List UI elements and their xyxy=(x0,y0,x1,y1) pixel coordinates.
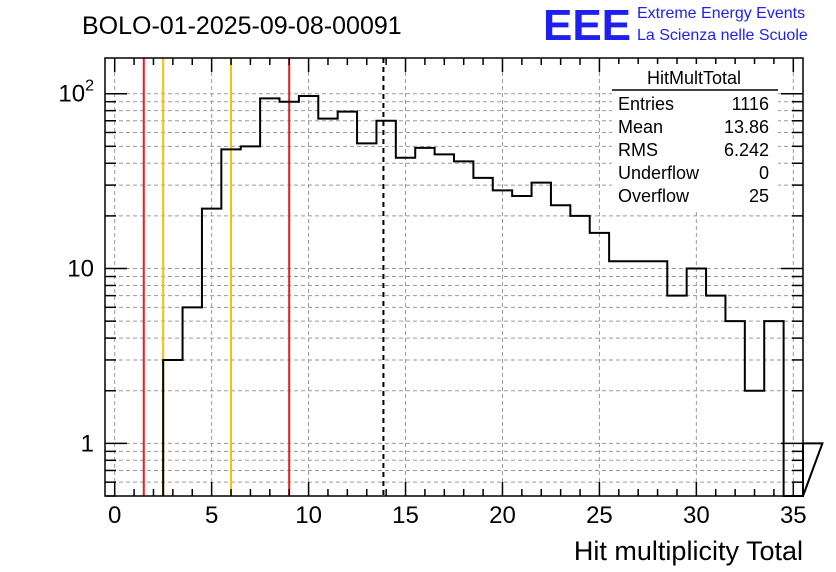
x-tick-label: 30 xyxy=(683,502,710,529)
stats-row-value: 25 xyxy=(749,186,769,206)
stats-row-label: Overflow xyxy=(618,186,690,206)
x-tick-label: 15 xyxy=(392,502,419,529)
x-axis-label: Hit multiplicity Total xyxy=(574,536,803,566)
stats-row-value: 13.86 xyxy=(724,117,769,137)
x-tick-label: 0 xyxy=(108,502,121,529)
marker-lines xyxy=(142,58,385,496)
histogram-series xyxy=(162,95,824,497)
stats-row-value: 1116 xyxy=(732,94,769,114)
x-tick-label: 10 xyxy=(295,502,322,529)
stats-row-value: 6.242 xyxy=(724,140,769,160)
y-tick-label: 10 xyxy=(67,256,94,283)
stats-row-label: RMS xyxy=(618,140,658,160)
stats-row-value: 0 xyxy=(759,163,769,183)
y-tick-label: 102 xyxy=(58,78,94,108)
logo-line2: La Scienza nelle Scuole xyxy=(637,27,808,44)
x-tick-label: 20 xyxy=(489,502,516,529)
run-title: BOLO-01-2025-09-08-00091 xyxy=(82,12,402,40)
stats-box-bg xyxy=(612,64,778,212)
logo-mark: EEE xyxy=(543,1,631,50)
stats-box: HitMultTotal Entries 1116 Mean 13.86 RMS 6.24… xyxy=(612,64,778,212)
y-tick-label: 1 xyxy=(81,430,94,457)
stats-row-label: Underflow xyxy=(618,163,700,183)
axis-ticks: 0 5 10 15 20 25 30 35 1 10 102 xyxy=(58,58,807,529)
x-tick-label: 35 xyxy=(780,502,807,529)
stats-row-label: Entries xyxy=(618,94,674,114)
eee-logo: EEE Extreme Energy Events La Scienza nel… xyxy=(543,1,808,50)
logo-line1: Extreme Energy Events xyxy=(637,5,805,22)
stats-title: HitMultTotal xyxy=(647,68,741,88)
stats-row-label: Mean xyxy=(618,117,663,137)
x-tick-label: 25 xyxy=(586,502,613,529)
x-tick-label: 5 xyxy=(205,502,218,529)
